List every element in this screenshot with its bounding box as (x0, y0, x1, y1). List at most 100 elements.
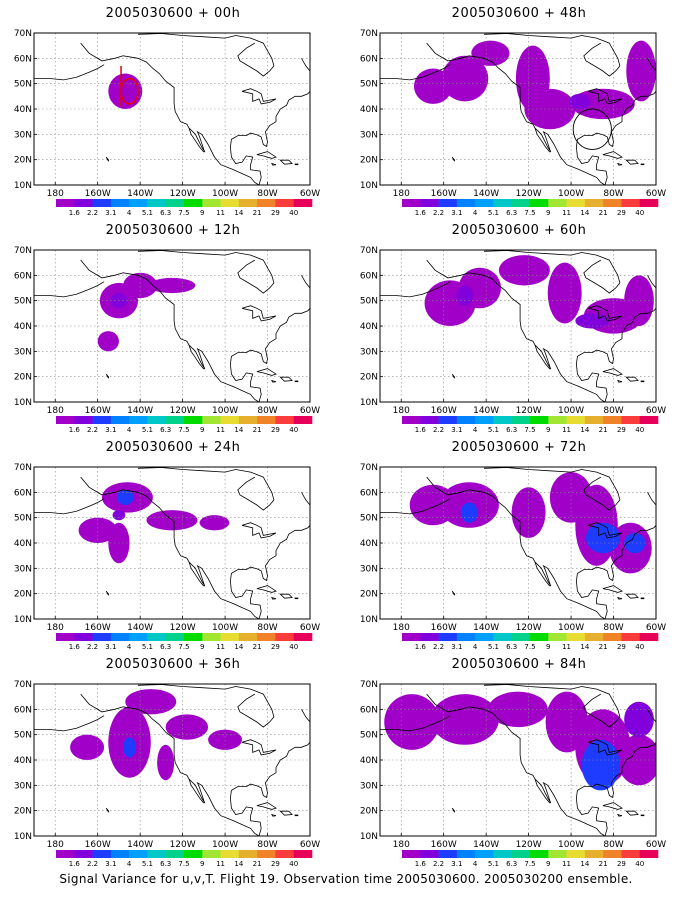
variance-contour (97, 331, 119, 352)
variance-contour (511, 487, 546, 538)
variance-contour (626, 40, 656, 102)
colorbar-label: 1.6 (415, 209, 427, 217)
island (279, 159, 293, 165)
coastline (34, 498, 105, 515)
longitude-label: 100W (212, 406, 238, 416)
longitude-label: 100W (558, 840, 584, 850)
panel-title: 2005030600 + 48h (451, 6, 587, 21)
longitude-label: 60W (646, 406, 666, 416)
latitude-label: 20N (14, 373, 32, 383)
colorbar-label: 4 (127, 426, 132, 434)
latitude-label: 50N (360, 731, 378, 741)
colorbar-swatch (475, 199, 494, 207)
latitude-label: 40N (360, 105, 378, 115)
colorbar-label: 3.1 (451, 426, 462, 434)
colorbar-label: 4 (127, 209, 132, 217)
coastline (647, 275, 656, 301)
colorbar-swatch (639, 199, 659, 207)
colorbar-swatch (220, 416, 240, 424)
coastline (426, 259, 606, 402)
coastline (380, 498, 451, 515)
longitude-label: 120W (516, 623, 542, 633)
island (294, 597, 299, 600)
coastline (575, 91, 656, 185)
colorbar-swatch (257, 850, 276, 858)
variance-contour (123, 737, 136, 758)
colorbar-swatch (92, 850, 112, 858)
colorbar-label: 4 (473, 860, 478, 868)
latitude-label: 40N (360, 756, 378, 766)
colorbar-swatch (238, 199, 258, 207)
colorbar-swatch (493, 850, 513, 858)
coastline (575, 525, 656, 619)
colorbar-swatch (165, 199, 185, 207)
colorbar-label: 11 (562, 860, 571, 868)
coastline (483, 684, 621, 728)
colorbar-swatch (293, 850, 313, 858)
island (256, 585, 277, 593)
colorbar-label: 2.2 (87, 426, 98, 434)
latitude-label: 70N (14, 29, 32, 39)
colorbar-label: 6.3 (160, 643, 171, 651)
colorbar-swatch (475, 850, 494, 858)
variance-contour (208, 729, 243, 750)
colorbar-swatch (110, 416, 130, 424)
latitude-label: 60N (14, 705, 32, 715)
colorbar-label: 40 (289, 643, 298, 651)
colorbar-label: 29 (617, 426, 626, 434)
coastline (426, 476, 606, 619)
island (256, 151, 277, 159)
colorbar-label: 1.6 (69, 860, 81, 868)
variance-contour (456, 285, 474, 306)
colorbar-label: 7.5 (524, 860, 535, 868)
variance-contour (441, 55, 489, 102)
variance-map: 70N 60N 50N 40N 30N 20N 10N 180 160W 140W 120W 100W… (14, 246, 320, 434)
island (105, 156, 110, 162)
coastline (534, 344, 551, 370)
island (640, 163, 645, 166)
latitude-label: 40N (360, 539, 378, 549)
colorbar-label: 6.3 (506, 643, 517, 651)
variance-contour (70, 734, 105, 760)
colorbar-swatch (202, 199, 221, 207)
island (602, 368, 623, 376)
colorbar-swatch (566, 416, 586, 424)
colorbar-swatch (530, 416, 549, 424)
variance-contour (471, 40, 510, 66)
variance-contour (498, 255, 550, 286)
coastline (188, 127, 205, 153)
longitude-label: 60W (646, 189, 666, 199)
map-panel: 2005030600 + 36h 70N 60N 50N 40N 30N 20N 10N 180… (0, 651, 346, 876)
panel-title: 2005030600 + 36h (105, 657, 241, 672)
colorbar-swatch (548, 416, 567, 424)
colorbar-swatch (475, 416, 494, 424)
island (294, 163, 299, 166)
latitude-label: 70N (360, 463, 378, 473)
colorbar-swatch (621, 199, 641, 207)
coastline (534, 127, 551, 153)
longitude-label: 160W (85, 840, 111, 850)
colorbar-label: 11 (216, 860, 225, 868)
variance-contour (123, 272, 158, 299)
longitude-label: 140W (127, 623, 153, 633)
colorbar-swatch (530, 633, 549, 641)
colorbar-label: 40 (289, 209, 298, 217)
island (279, 376, 293, 382)
coastline (137, 33, 275, 77)
colorbar-swatch (603, 633, 622, 641)
latitude-label: 50N (14, 514, 32, 524)
colorbar-swatch (257, 199, 276, 207)
coastline (575, 742, 656, 836)
colorbar-swatch (165, 850, 185, 858)
colorbar-swatch (475, 633, 494, 641)
longitude-label: 80W (603, 840, 623, 850)
colorbar-swatch (129, 850, 148, 858)
colorbar-swatch (202, 850, 221, 858)
colorbar-swatch (603, 416, 622, 424)
longitude-label: 120W (170, 406, 196, 416)
colorbar-swatch (147, 199, 167, 207)
colorbar-label: 5.1 (142, 860, 153, 868)
colorbar-label: 3.1 (105, 426, 116, 434)
colorbar-label: 7.5 (524, 426, 535, 434)
colorbar-label: 11 (562, 426, 571, 434)
